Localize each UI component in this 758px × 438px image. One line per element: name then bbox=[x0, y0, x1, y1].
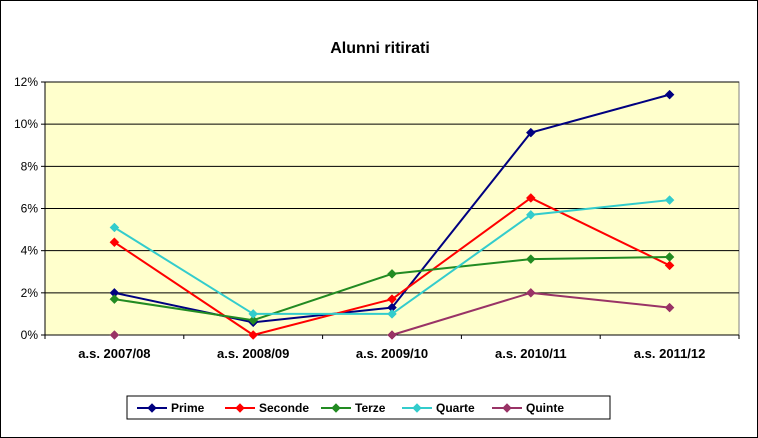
data-point bbox=[387, 269, 397, 279]
series-terze bbox=[109, 252, 675, 326]
legend-item-seconde: Seconde bbox=[225, 401, 309, 415]
data-point bbox=[387, 309, 397, 319]
legend-swatch-marker bbox=[147, 403, 157, 413]
data-point bbox=[664, 195, 675, 205]
legend-swatch-marker bbox=[412, 403, 422, 413]
x-tick-label: a.s. 2008/09 bbox=[217, 346, 289, 361]
x-tick-label: a.s. 2011/12 bbox=[634, 346, 706, 361]
legend-box bbox=[126, 395, 611, 420]
chart-title: Alunni ritirati bbox=[330, 40, 430, 57]
data-point bbox=[387, 330, 397, 340]
series-quarte bbox=[109, 195, 675, 319]
legend-swatch-marker bbox=[502, 403, 512, 413]
x-tick-label: a.s. 2010/11 bbox=[495, 346, 567, 361]
data-point bbox=[248, 309, 259, 319]
legend-item-prime: Prime bbox=[137, 401, 205, 415]
data-point bbox=[109, 330, 120, 340]
data-point bbox=[525, 193, 536, 203]
data-point bbox=[248, 330, 259, 340]
series-layer bbox=[109, 89, 675, 340]
x-tick-label: a.s. 2007/08 bbox=[78, 346, 150, 361]
legend-label: Prime bbox=[171, 401, 205, 415]
data-point bbox=[109, 294, 120, 305]
data-point bbox=[664, 302, 675, 313]
data-point bbox=[664, 252, 675, 262]
data-point bbox=[387, 294, 397, 305]
y-tick-label: 4% bbox=[21, 244, 39, 258]
data-point bbox=[248, 315, 259, 326]
data-point bbox=[664, 260, 675, 271]
data-point bbox=[525, 209, 536, 220]
series-quinte bbox=[109, 287, 675, 340]
data-point bbox=[525, 127, 536, 138]
data-point bbox=[525, 254, 536, 264]
legend-item-quarte: Quarte bbox=[402, 401, 475, 415]
y-tick-label: 10% bbox=[14, 117, 38, 131]
legend-item-quinte: Quinte bbox=[492, 401, 564, 415]
legend: Prime Seconde Terze Quarte Quinte bbox=[126, 395, 611, 420]
legend-label: Quarte bbox=[436, 401, 475, 415]
x-tick-label: a.s. 2009/10 bbox=[356, 346, 428, 361]
data-point bbox=[109, 237, 120, 248]
data-point bbox=[664, 89, 675, 100]
y-tick-label: 0% bbox=[21, 328, 39, 342]
y-tick-label: 12% bbox=[14, 75, 38, 89]
legend-swatch-marker bbox=[235, 403, 245, 413]
series-seconde bbox=[109, 193, 675, 340]
legend-label: Quinte bbox=[526, 401, 564, 415]
y-tick-label: 2% bbox=[21, 286, 39, 300]
legend-item-terze: Terze bbox=[321, 401, 386, 415]
legend-label: Terze bbox=[355, 401, 386, 415]
legend-swatch-marker bbox=[331, 403, 341, 413]
grid-lines bbox=[45, 81, 739, 294]
y-tick-label: 8% bbox=[21, 159, 39, 173]
data-point bbox=[109, 222, 120, 233]
y-tick-label: 6% bbox=[21, 202, 39, 216]
data-point bbox=[525, 287, 536, 298]
legend-label: Seconde bbox=[259, 401, 309, 415]
